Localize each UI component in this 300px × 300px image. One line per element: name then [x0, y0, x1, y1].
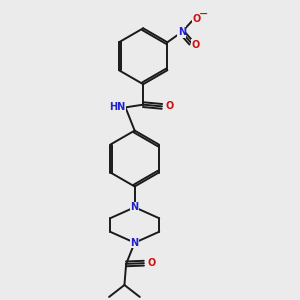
Text: HN: HN [109, 102, 125, 112]
Text: N: N [130, 238, 139, 248]
Text: O: O [147, 258, 155, 268]
Text: N: N [178, 27, 186, 37]
Text: O: O [165, 101, 174, 111]
Text: O: O [193, 14, 201, 24]
Text: O: O [192, 40, 200, 50]
Text: N: N [130, 202, 139, 212]
Text: −: − [199, 9, 208, 19]
